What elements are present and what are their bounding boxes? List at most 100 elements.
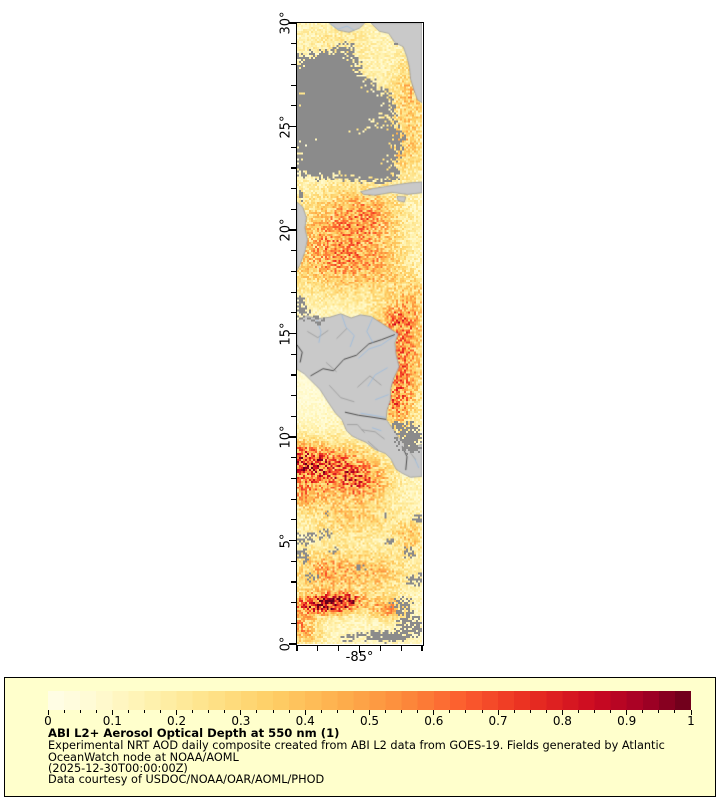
y-axis-tick xyxy=(288,332,296,335)
y-axis-tick xyxy=(291,457,296,459)
colorbar-tick xyxy=(594,710,596,713)
colorbar-tick xyxy=(577,710,579,713)
product-timestamp: (2025-12-30T00:00:00Z) xyxy=(48,761,188,775)
colorbar-tick xyxy=(208,710,210,713)
colorbar-tick-label: 0.7 xyxy=(488,714,508,728)
colorbar-tick-label: 0.2 xyxy=(167,714,187,728)
longitude-axis-label: -85° xyxy=(345,650,374,665)
y-axis-tick xyxy=(291,270,296,273)
latitude-label: 0° xyxy=(278,636,294,652)
colorbar-tick-label: 0.6 xyxy=(424,714,444,728)
colorbar-tick-label: 0.9 xyxy=(617,714,637,728)
y-axis-tick xyxy=(288,229,296,231)
y-axis-tick xyxy=(291,63,296,66)
latitude-label: 20° xyxy=(278,218,294,242)
y-axis-tick xyxy=(291,519,296,521)
colorbar-tick xyxy=(272,710,274,713)
colorbar-tick xyxy=(369,710,370,715)
colorbar-tick-label: 0.3 xyxy=(231,714,251,728)
latitude-label: 10° xyxy=(278,425,294,449)
colorbar-tick-label: 0.5 xyxy=(359,714,380,728)
colorbar-tick xyxy=(610,710,612,713)
y-axis-tick xyxy=(291,291,296,293)
x-axis-tick xyxy=(400,645,402,651)
y-axis-tick xyxy=(291,250,296,252)
y-axis-tick xyxy=(288,539,296,542)
colorbar-tick-label: 0.1 xyxy=(102,714,122,728)
latitude-label: 5° xyxy=(278,533,294,548)
x-axis-tick xyxy=(338,645,340,651)
y-axis-tick xyxy=(291,477,296,480)
colorbar-tick xyxy=(304,710,306,715)
map-plot-frame xyxy=(295,21,424,646)
product-title: ABI L2+ Aerosol Optical Depth at 550 nm … xyxy=(48,726,340,740)
colorbar-tick xyxy=(288,710,290,713)
colorbar-tick xyxy=(658,710,660,713)
colorbar-tick xyxy=(79,710,81,713)
y-axis-tick xyxy=(288,22,296,24)
y-axis-tick xyxy=(288,125,296,128)
colorbar-tick xyxy=(513,710,515,713)
y-axis-tick xyxy=(291,622,296,624)
y-axis-tick xyxy=(291,602,296,604)
product-courtesy: Data courtesy of USDOC/NOAA/OAR/AOML/PHO… xyxy=(48,773,325,787)
y-axis-tick xyxy=(291,415,296,417)
colorbar-tick xyxy=(63,710,65,713)
colorbar-tick xyxy=(240,710,242,715)
y-axis-tick xyxy=(291,208,296,210)
colorbar-tick xyxy=(690,710,692,715)
y-axis-tick xyxy=(291,312,296,314)
colorbar-tick-label: 0.8 xyxy=(552,714,572,728)
y-axis-tick xyxy=(291,395,296,397)
y-axis-tick xyxy=(291,43,296,45)
colorbar-tick xyxy=(176,710,178,715)
x-axis-tick xyxy=(358,645,361,653)
colorbar-tick xyxy=(336,710,338,713)
y-axis-tick xyxy=(291,167,296,169)
y-axis-tick xyxy=(288,643,296,645)
x-axis-tick xyxy=(317,645,319,651)
y-axis-tick xyxy=(291,105,296,107)
colorbar-tick xyxy=(47,710,49,715)
latitude-label: 15° xyxy=(278,321,294,346)
colorbar-tick xyxy=(143,710,145,713)
colorbar-tick xyxy=(352,710,354,713)
latitude-label: 25° xyxy=(278,114,294,139)
legend-text-block: ABI L2+ Aerosol Optical Depth at 550 nm … xyxy=(48,726,693,787)
x-axis-tick xyxy=(296,645,298,651)
colorbar-tick xyxy=(417,710,419,713)
colorbar-tick xyxy=(545,710,547,713)
colorbar-tick xyxy=(401,710,403,713)
colorbar-tick-label: 0.4 xyxy=(295,714,315,728)
colorbar-tick xyxy=(320,710,322,713)
colorbar-tick-label: 0 xyxy=(44,714,52,728)
y-axis-tick xyxy=(291,146,296,148)
colorbar-tick xyxy=(256,710,258,713)
colorbar-tick xyxy=(465,710,467,713)
colorbar-tick xyxy=(385,710,387,713)
colorbar-tick xyxy=(497,710,499,715)
colorbar-tick xyxy=(192,710,194,713)
y-axis-tick xyxy=(291,560,296,562)
colorbar-tick xyxy=(111,710,113,715)
x-axis-tick xyxy=(379,645,381,651)
colorbar-tick xyxy=(449,710,451,713)
y-axis-tick xyxy=(291,374,296,376)
colorbar-tick xyxy=(561,710,563,715)
y-axis-tick xyxy=(291,581,296,583)
latitude-label: 30° xyxy=(278,11,294,35)
colorbar-tick xyxy=(626,710,628,715)
y-axis-tick xyxy=(291,353,296,355)
colorbar-gradient xyxy=(48,691,691,710)
colorbar-tick xyxy=(674,710,676,713)
product-description: Experimental NRT AOD daily composite cre… xyxy=(48,739,665,764)
colorbar-tick xyxy=(224,710,226,713)
colorbar-tick xyxy=(160,710,162,713)
legend-panel: 0 0.1 0.2 0.3 0.4 0.5 0.6 0.7 0.8 0.9 1 ABI L2+ Ae… xyxy=(4,677,716,797)
y-axis-tick xyxy=(288,436,296,438)
colorbar-tick xyxy=(481,710,483,713)
colorbar-tick xyxy=(529,710,531,713)
colorbar-tick xyxy=(642,710,644,713)
x-axis-tick xyxy=(421,645,423,651)
